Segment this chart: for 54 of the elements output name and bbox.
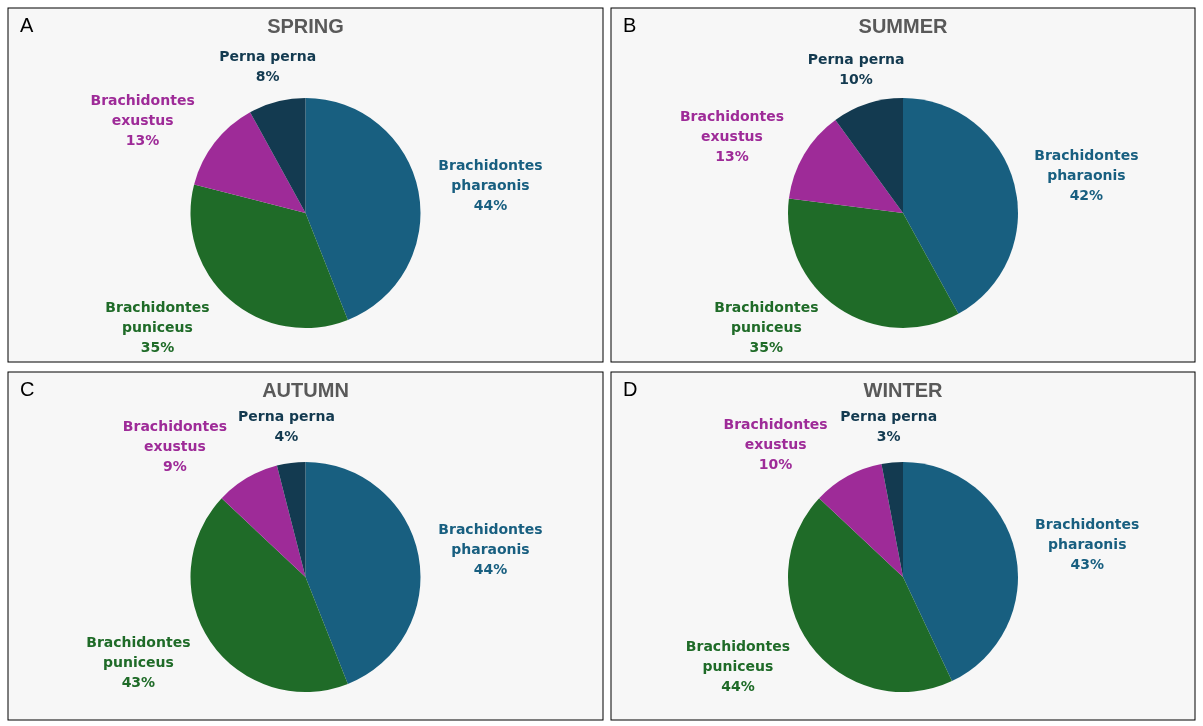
- chart-title: SUMMER: [858, 15, 948, 37]
- data-label: 9%: [163, 458, 187, 475]
- data-label: 13%: [715, 147, 749, 164]
- data-label: 42%: [1069, 187, 1104, 204]
- pie-slice: [221, 465, 306, 577]
- data-label: 44%: [473, 560, 508, 577]
- slice-label: Perna perna: [840, 407, 938, 424]
- data-label: 3%: [876, 427, 901, 444]
- data-label: 43%: [121, 674, 156, 691]
- pie-slice: [190, 498, 348, 692]
- pie-slice: [903, 462, 1018, 682]
- data-label: 44%: [473, 196, 508, 213]
- slice-label: Brachidontes exustus: [90, 91, 195, 128]
- data-label: 10%: [839, 70, 873, 87]
- pie-slice: [788, 498, 952, 692]
- pie-slice: [194, 112, 306, 213]
- pie-slice: [903, 98, 1018, 314]
- data-label: 35%: [140, 338, 175, 355]
- chart-title: SPRING: [267, 15, 344, 37]
- data-label: 4%: [274, 428, 299, 445]
- slice-label: Brachidontes puniceus: [105, 298, 210, 335]
- slice-label: Brachidontes exustus: [723, 415, 828, 452]
- pie-slice: [250, 98, 306, 213]
- data-label: 35%: [749, 339, 784, 355]
- pie-slice: [835, 98, 903, 213]
- slice-label: Perna perna: [238, 408, 335, 425]
- slice-label: Perna perna: [219, 47, 317, 64]
- slice-label: Perna perna: [807, 50, 905, 67]
- chart-title: AUTUMN: [262, 379, 349, 401]
- slice-label: Brachidontes exustus: [679, 107, 785, 144]
- data-label: 13%: [125, 131, 160, 148]
- slice-label: Brachidontes pharaonis: [1034, 147, 1139, 184]
- chart-title: WINTER: [863, 379, 943, 401]
- data-label: 10%: [758, 455, 793, 472]
- pie-slice: [881, 462, 903, 577]
- slice-label: Brachidontes exustus: [122, 418, 228, 455]
- pie-slice: [276, 462, 306, 577]
- pie-slice: [305, 98, 421, 320]
- data-label: 44%: [721, 678, 755, 695]
- slice-label: Brachidontes pharaonis: [438, 156, 543, 193]
- slice-label: Brachidontes puniceus: [714, 299, 819, 335]
- slice-label: Brachidontes puniceus: [685, 638, 791, 675]
- slice-label: Brachidontes pharaonis: [438, 520, 543, 557]
- pie-slice: [819, 464, 903, 577]
- text: C: [20, 378, 35, 400]
- text: A: [20, 14, 34, 36]
- data-label: 43%: [1070, 555, 1104, 572]
- data-label: 8%: [255, 67, 280, 84]
- pie-slice: [788, 119, 903, 213]
- text: B: [623, 14, 637, 36]
- slice-label: Brachidontes puniceus: [86, 634, 191, 671]
- text: D: [623, 378, 638, 400]
- pie-slice: [305, 462, 421, 684]
- slice-label: Brachidontes pharaonis: [1035, 515, 1140, 552]
